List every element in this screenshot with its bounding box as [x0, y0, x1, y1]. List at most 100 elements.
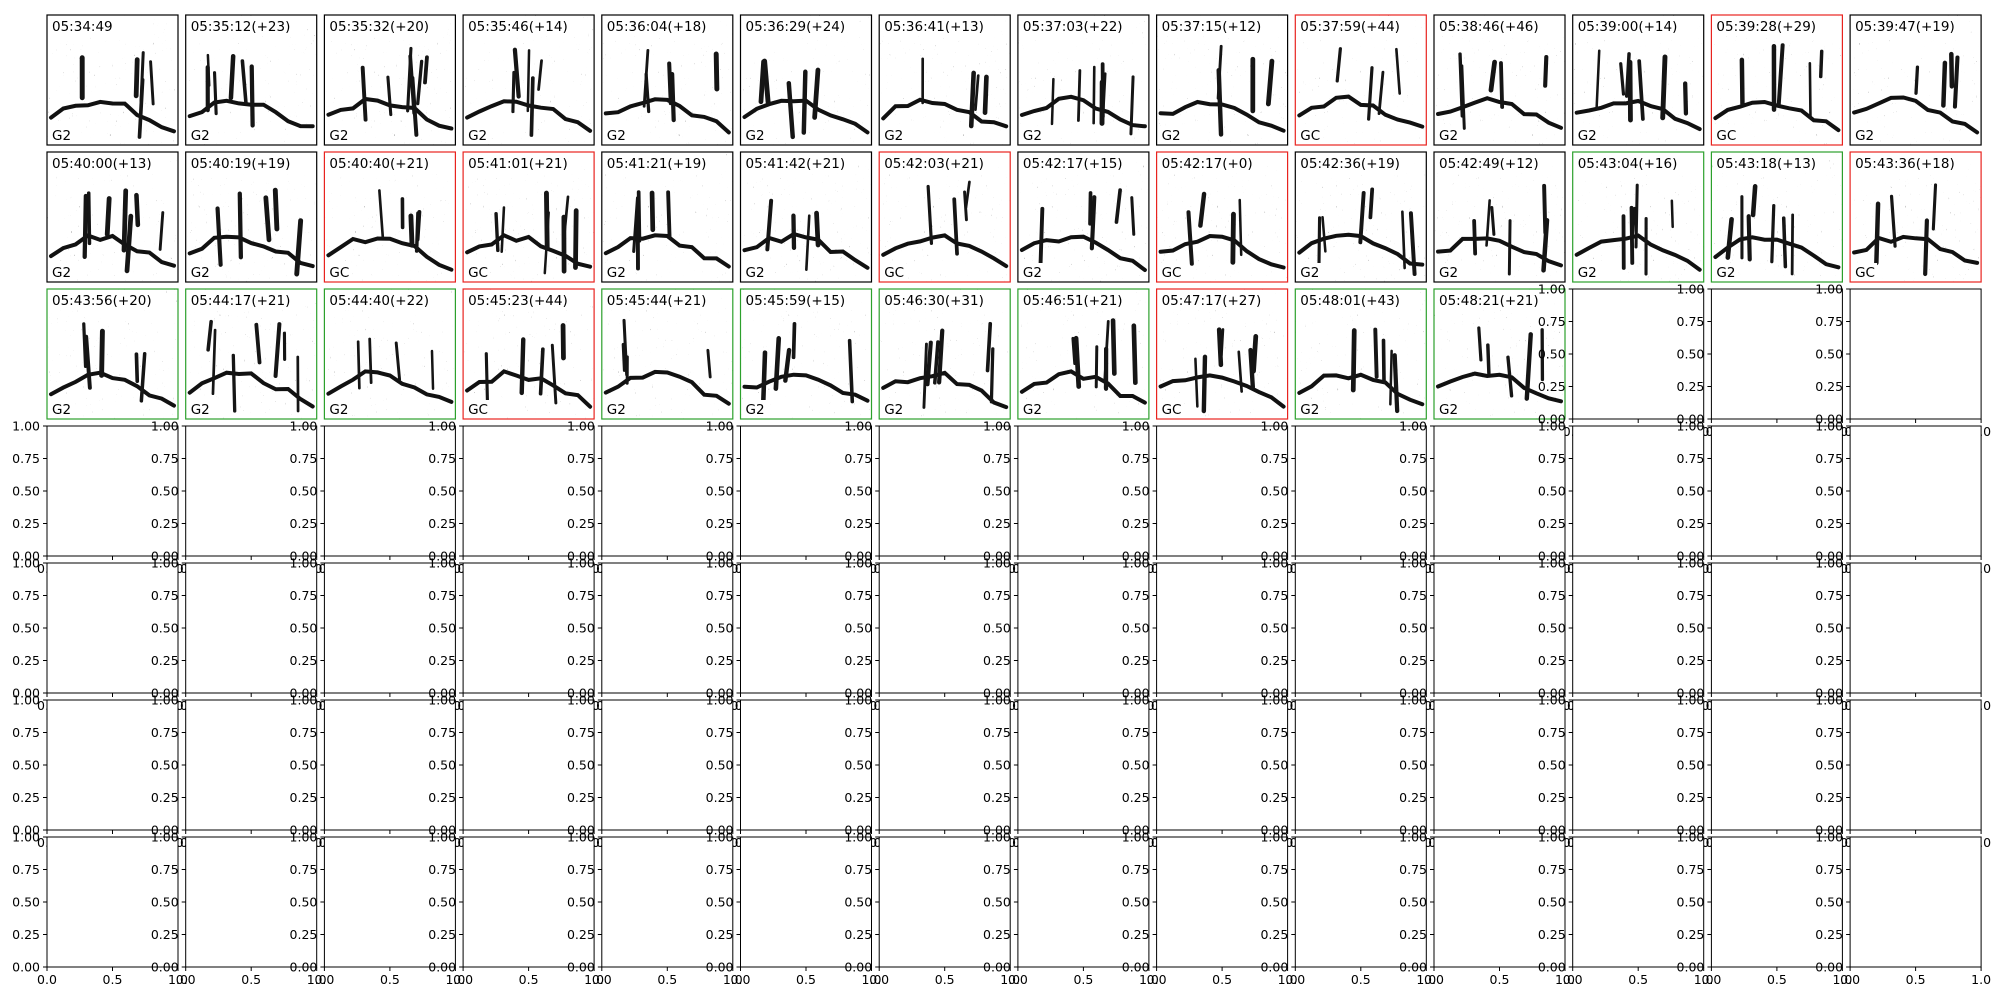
y-tick-label: 0.00	[1538, 960, 1566, 975]
axes-frame	[1850, 700, 1981, 830]
panel-category-label: G2	[1439, 265, 1458, 281]
x-tick-label: 0.5	[241, 972, 261, 987]
call-stroke	[1219, 70, 1221, 134]
axes-frame	[1850, 563, 1981, 693]
y-tick-label: 0.00	[290, 960, 318, 975]
call-stroke	[1479, 328, 1481, 360]
y-tick-label: 0.25	[12, 927, 40, 942]
panel-category-label: G2	[1855, 128, 1874, 144]
y-tick-label: 0.50	[567, 758, 595, 773]
panel-time-label: 05:35:12(+23)	[191, 19, 291, 35]
y-tick-label: 0.50	[706, 758, 734, 773]
panel-category-label: G2	[1162, 128, 1181, 144]
y-tick-label: 1.00	[428, 556, 456, 571]
y-tick-label: 0.75	[1122, 725, 1150, 740]
x-tick-label: 0.5	[796, 972, 816, 987]
spectrogram-panel: 05:47:17(+27)GC	[1157, 289, 1288, 419]
call-stroke	[965, 192, 967, 220]
spectrogram-panel: 05:39:28(+29)GC	[1711, 15, 1842, 145]
y-tick-label: 0.75	[844, 725, 872, 740]
call-stroke	[1636, 185, 1637, 247]
spectrogram-panel: 05:43:56(+20)G2	[47, 289, 178, 419]
y-tick-label: 0.50	[1815, 621, 1843, 636]
panel-time-label: 05:44:40(+22)	[329, 293, 429, 309]
panel-time-label: 05:43:18(+13)	[1716, 156, 1816, 172]
x-tick-label: 0.5	[1073, 972, 1093, 987]
panel-category-label: GC	[1300, 128, 1320, 144]
call-stroke	[233, 355, 234, 411]
y-tick-label: 1.00	[567, 556, 595, 571]
y-tick-label: 0.75	[1122, 588, 1150, 603]
y-tick-label: 0.25	[567, 790, 595, 805]
y-tick-label: 1.00	[1122, 693, 1150, 708]
y-tick-label: 0.25	[290, 790, 318, 805]
spectrogram-panel: 05:46:30(+31)G2	[879, 289, 1010, 419]
panel-category-label: G2	[1578, 265, 1597, 281]
panel-category-label: G2	[884, 128, 903, 144]
y-tick-label: 0.75	[1538, 314, 1566, 329]
call-stroke	[1821, 51, 1822, 76]
y-tick-label: 0.75	[706, 725, 734, 740]
y-tick-label: 0.75	[706, 451, 734, 466]
panel-time-label: 05:43:04(+16)	[1578, 156, 1678, 172]
call-stroke	[1501, 63, 1502, 107]
y-tick-label: 0.75	[844, 451, 872, 466]
axes-frame	[1850, 426, 1981, 556]
panel-time-label: 05:37:15(+12)	[1162, 19, 1262, 35]
call-stroke	[991, 349, 992, 402]
panel-time-label: 05:39:00(+14)	[1578, 19, 1678, 35]
y-tick-label: 0.50	[1260, 758, 1288, 773]
y-tick-label: 0.75	[428, 451, 456, 466]
y-tick-label: 0.00	[1399, 960, 1427, 975]
axes-frame	[1850, 289, 1981, 419]
call-stroke	[124, 191, 126, 250]
call-stroke	[668, 192, 669, 237]
y-tick-label: 0.25	[1122, 927, 1150, 942]
y-tick-label: 0.50	[12, 758, 40, 773]
panel-time-label: 05:41:42(+21)	[746, 156, 846, 172]
spectrogram-panel: 05:45:23(+44)GC	[463, 289, 594, 419]
spectrogram-panel: 05:35:12(+23)G2	[186, 15, 317, 145]
x-tick-label: 0.0	[592, 972, 612, 987]
panel-time-label: 05:37:03(+22)	[1023, 19, 1123, 35]
y-tick-label: 1.00	[1677, 830, 1705, 845]
spectrogram-panel: 05:40:40(+21)GC	[324, 152, 455, 282]
y-tick-label: 0.50	[151, 895, 179, 910]
y-tick-label: 1.00	[1122, 419, 1150, 434]
y-tick-label: 0.25	[1677, 790, 1705, 805]
call-stroke	[136, 60, 137, 96]
y-tick-label: 0.00	[567, 960, 595, 975]
panel-category-label: GC	[468, 402, 488, 418]
x-tick-label: 0.0	[314, 972, 334, 987]
y-tick-label: 0.25	[706, 653, 734, 668]
y-tick-label: 0.00	[151, 960, 179, 975]
panel-category-label: G2	[1716, 265, 1735, 281]
call-stroke	[1663, 57, 1665, 118]
y-tick-label: 0.75	[1260, 725, 1288, 740]
y-tick-label: 0.25	[567, 653, 595, 668]
call-stroke	[817, 213, 819, 245]
y-tick-label: 0.25	[983, 653, 1011, 668]
call-stroke	[85, 196, 86, 257]
spectrogram-panel: 05:42:49(+12)G2	[1434, 152, 1565, 282]
y-tick-label: 0.50	[706, 484, 734, 499]
panel-time-label: 05:36:04(+18)	[607, 19, 707, 35]
call-stroke	[794, 324, 795, 357]
panel-category-label: G2	[746, 402, 765, 418]
x-tick-label: 0.0	[1840, 972, 1860, 987]
y-tick-label: 0.50	[12, 484, 40, 499]
call-stroke	[1240, 200, 1241, 255]
y-tick-label: 0.50	[983, 895, 1011, 910]
y-tick-label: 1.00	[1260, 419, 1288, 434]
y-tick-label: 0.50	[706, 895, 734, 910]
y-tick-label: 0.75	[1815, 314, 1843, 329]
y-tick-label: 0.25	[844, 516, 872, 531]
call-stroke	[231, 56, 233, 98]
call-stroke	[985, 77, 986, 113]
spectrogram-panel: 05:35:46(+14)G2	[463, 15, 594, 145]
y-tick-label: 0.75	[428, 588, 456, 603]
y-tick-label: 0.50	[1815, 484, 1843, 499]
y-tick-label: 0.75	[151, 725, 179, 740]
spectrogram-panel: 05:36:04(+18)G2	[602, 15, 733, 145]
call-stroke	[815, 70, 818, 117]
